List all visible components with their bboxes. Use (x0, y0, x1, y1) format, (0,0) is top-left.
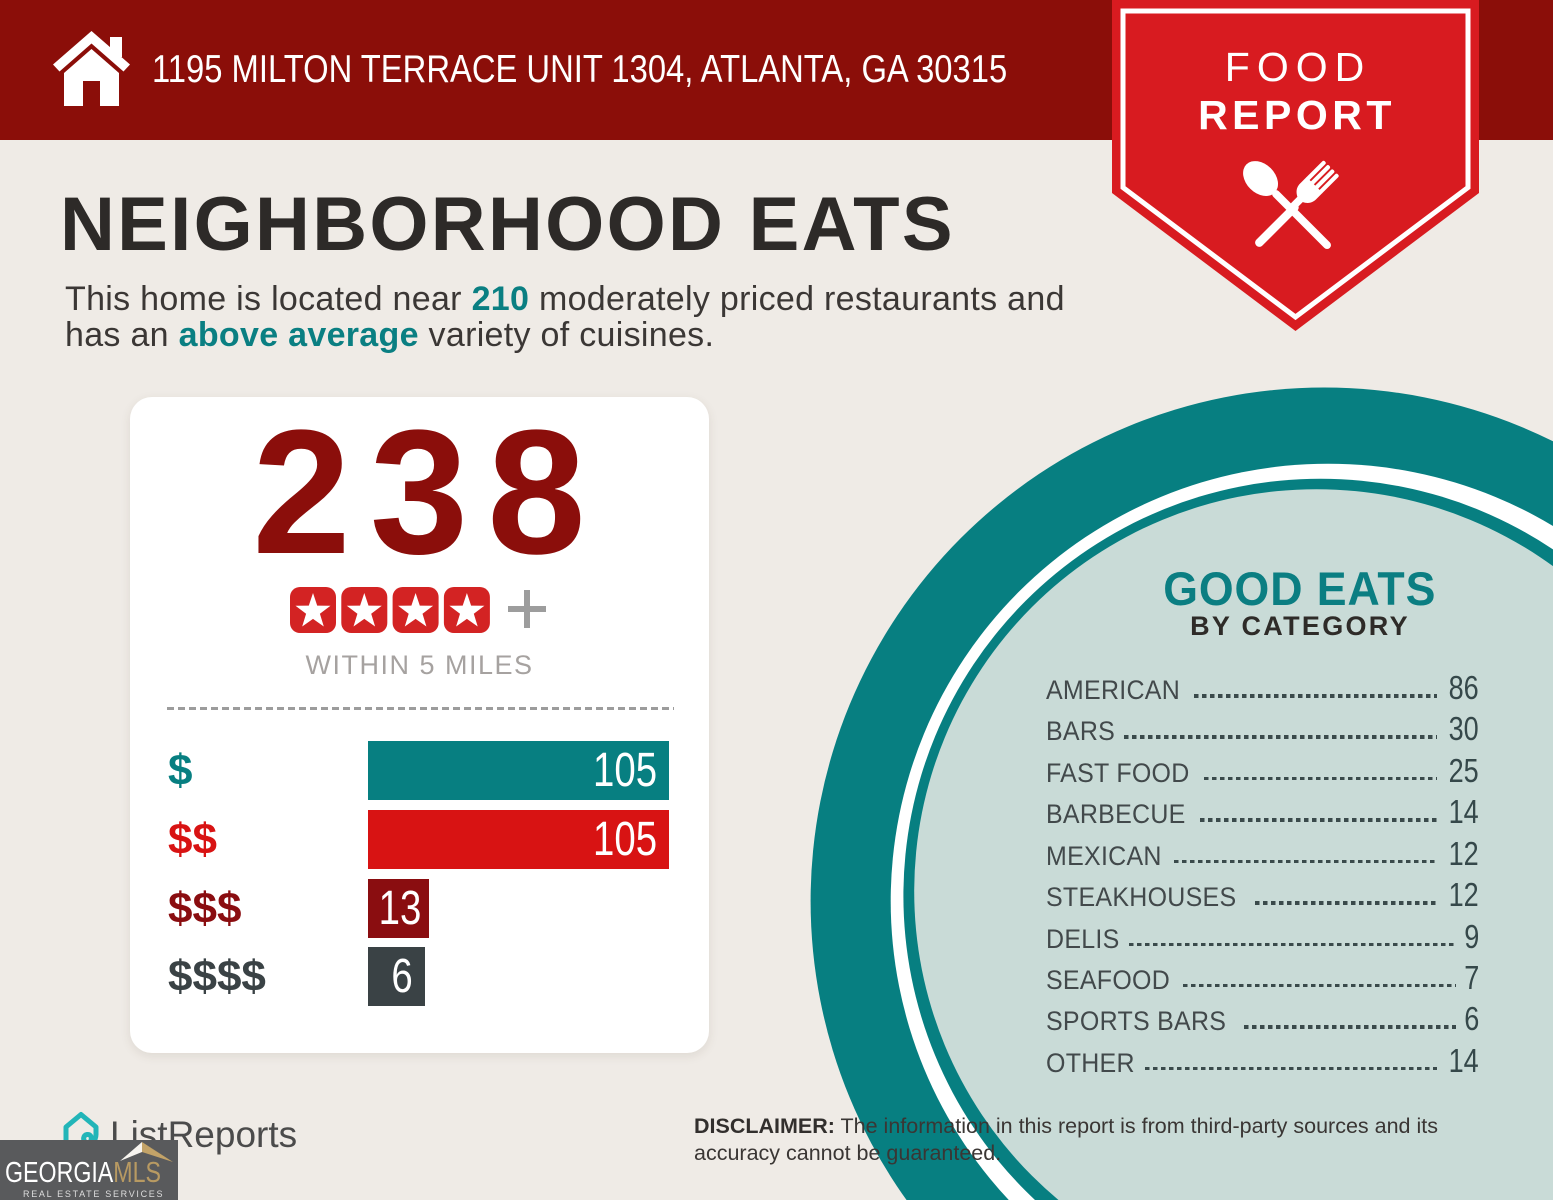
svg-text:REPORT: REPORT (1198, 92, 1396, 138)
svg-text:FOOD: FOOD (1225, 44, 1371, 90)
